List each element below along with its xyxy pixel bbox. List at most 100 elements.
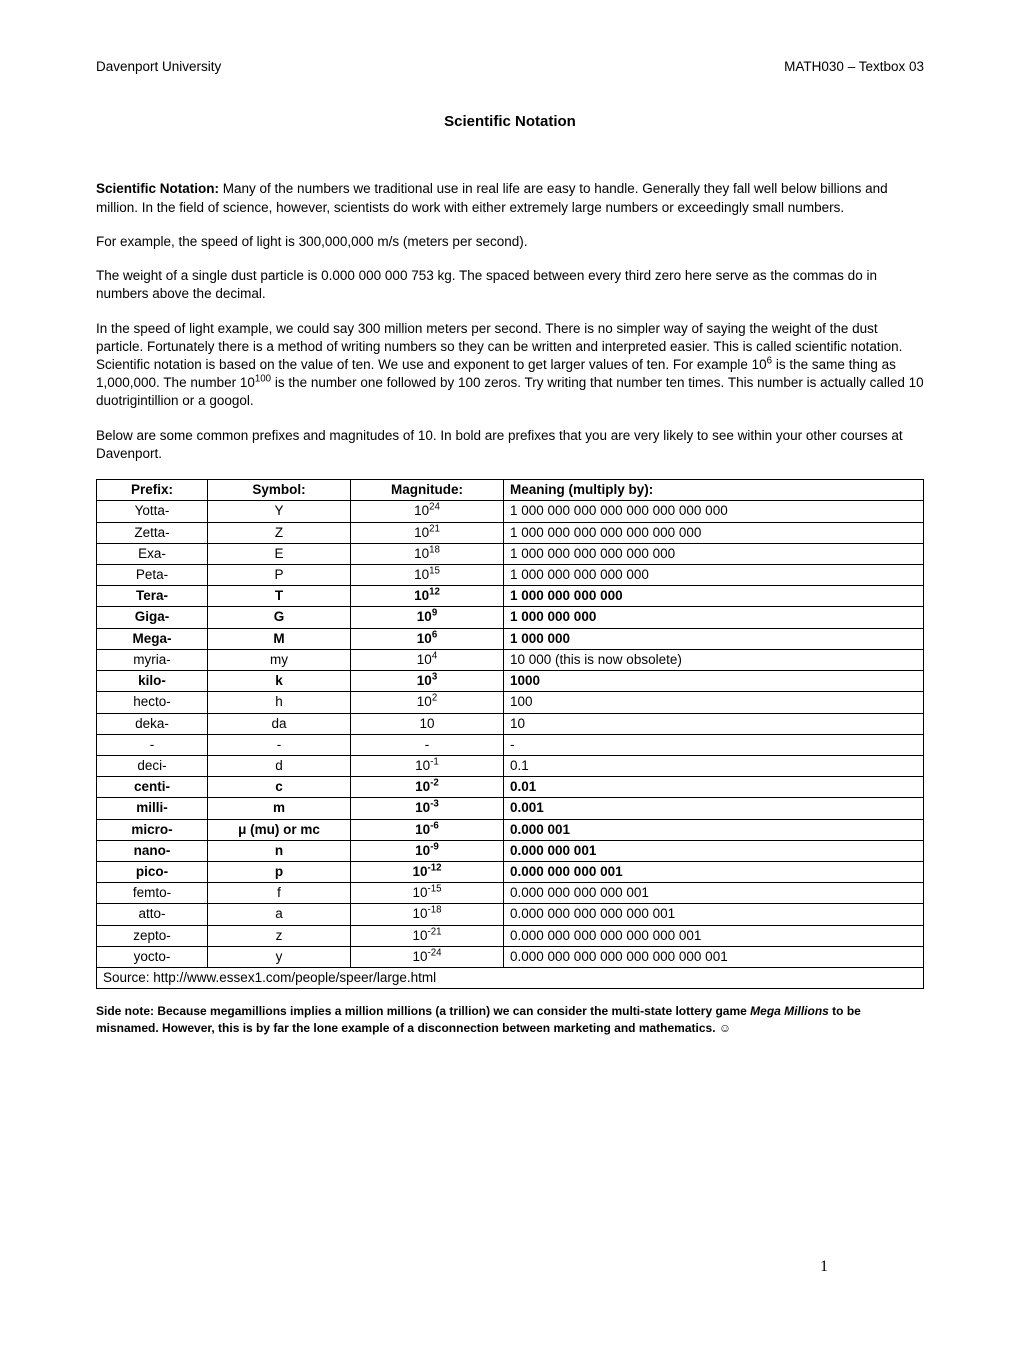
table-row: centi-c10-20.01	[97, 777, 924, 798]
page-number: 1	[820, 1256, 828, 1278]
cell-magnitude: 102	[351, 692, 504, 713]
cell-symbol: a	[208, 904, 351, 925]
table-row: milli-m10-30.001	[97, 798, 924, 819]
table-source: Source: http://www.essex1.com/people/spe…	[97, 968, 924, 989]
table-row: Zetta-Z10211 000 000 000 000 000 000 000	[97, 522, 924, 543]
cell-symbol: h	[208, 692, 351, 713]
cell-symbol: f	[208, 883, 351, 904]
cell-symbol: k	[208, 671, 351, 692]
cell-prefix: milli-	[97, 798, 208, 819]
table-row: femto-f10-150.000 000 000 000 001	[97, 883, 924, 904]
page-title: Scientific Notation	[96, 112, 924, 132]
cell-magnitude: 10-1	[351, 755, 504, 776]
cell-meaning: 0.001	[504, 798, 924, 819]
cell-meaning: 0.000 000 000 001	[504, 862, 924, 883]
exponent-100: 100	[255, 374, 271, 385]
header-meaning: Meaning (multiply by):	[504, 480, 924, 501]
cell-meaning: 0.1	[504, 755, 924, 776]
header-left: Davenport University	[96, 58, 221, 76]
table-row: Peta-P10151 000 000 000 000 000	[97, 564, 924, 585]
cell-symbol: d	[208, 755, 351, 776]
table-row: kilo-k1031000	[97, 671, 924, 692]
cell-magnitude: 10-12	[351, 862, 504, 883]
cell-prefix: Peta-	[97, 564, 208, 585]
header-symbol: Symbol:	[208, 480, 351, 501]
cell-prefix: Tera-	[97, 586, 208, 607]
cell-magnitude: 10-9	[351, 840, 504, 861]
paragraph-speed-of-light: For example, the speed of light is 300,0…	[96, 233, 924, 251]
header-prefix: Prefix:	[97, 480, 208, 501]
cell-magnitude: 104	[351, 649, 504, 670]
cell-prefix: atto-	[97, 904, 208, 925]
cell-meaning: 10	[504, 713, 924, 734]
cell-symbol: my	[208, 649, 351, 670]
cell-symbol: G	[208, 607, 351, 628]
cell-magnitude: 10	[351, 713, 504, 734]
cell-prefix: deka-	[97, 713, 208, 734]
cell-symbol: m	[208, 798, 351, 819]
table-row: myria-my10410 000 (this is now obsolete)	[97, 649, 924, 670]
cell-meaning: 0.000 000 000 000 000 000 001	[504, 925, 924, 946]
lottery-name: Mega Millions	[750, 1004, 829, 1018]
intro-label: Scientific Notation:	[96, 181, 219, 196]
cell-symbol: z	[208, 925, 351, 946]
cell-magnitude: 1021	[351, 522, 504, 543]
table-row: Mega-M1061 000 000	[97, 628, 924, 649]
cell-magnitude: 10-24	[351, 946, 504, 967]
cell-magnitude: 1012	[351, 586, 504, 607]
cell-prefix: kilo-	[97, 671, 208, 692]
cell-prefix: Exa-	[97, 543, 208, 564]
cell-magnitude: 1015	[351, 564, 504, 585]
paragraph-table-intro: Below are some common prefixes and magni…	[96, 427, 924, 463]
cell-prefix: zepto-	[97, 925, 208, 946]
table-row: nano-n10-90.000 000 001	[97, 840, 924, 861]
cell-symbol: -	[208, 734, 351, 755]
paragraph-explanation: In the speed of light example, we could …	[96, 320, 924, 411]
cell-magnitude: 10-3	[351, 798, 504, 819]
cell-meaning: 0.000 000 000 000 000 000 000 001	[504, 946, 924, 967]
cell-magnitude: 1018	[351, 543, 504, 564]
cell-prefix: centi-	[97, 777, 208, 798]
table-row: ----	[97, 734, 924, 755]
cell-magnitude: 103	[351, 671, 504, 692]
paragraph-dust-particle: The weight of a single dust particle is …	[96, 267, 924, 303]
cell-symbol: n	[208, 840, 351, 861]
table-row: micro-μ (mu) or mc10-60.000 001	[97, 819, 924, 840]
cell-prefix: pico-	[97, 862, 208, 883]
table-row: pico-p10-120.000 000 000 001	[97, 862, 924, 883]
cell-meaning: 1 000 000	[504, 628, 924, 649]
header-magnitude: Magnitude:	[351, 480, 504, 501]
cell-symbol: Z	[208, 522, 351, 543]
table-row: deci-d10-10.1	[97, 755, 924, 776]
cell-magnitude: 10-2	[351, 777, 504, 798]
table-row: Exa-E10181 000 000 000 000 000 000	[97, 543, 924, 564]
page-header: Davenport University MATH030 – Textbox 0…	[96, 58, 924, 76]
cell-symbol: da	[208, 713, 351, 734]
cell-meaning: 1 000 000 000 000 000	[504, 564, 924, 585]
cell-magnitude: 10-6	[351, 819, 504, 840]
cell-symbol: E	[208, 543, 351, 564]
cell-magnitude: 10-15	[351, 883, 504, 904]
cell-prefix: femto-	[97, 883, 208, 904]
side-note: Side note: Because megamillions implies …	[96, 1003, 924, 1035]
cell-meaning: 1 000 000 000	[504, 607, 924, 628]
table-row: zepto-z10-210.000 000 000 000 000 000 00…	[97, 925, 924, 946]
cell-prefix: -	[97, 734, 208, 755]
cell-meaning: 1000	[504, 671, 924, 692]
prefix-table: Prefix: Symbol: Magnitude: Meaning (mult…	[96, 479, 924, 989]
cell-magnitude: 109	[351, 607, 504, 628]
cell-prefix: hecto-	[97, 692, 208, 713]
cell-prefix: deci-	[97, 755, 208, 776]
cell-meaning: 10 000 (this is now obsolete)	[504, 649, 924, 670]
cell-symbol: P	[208, 564, 351, 585]
cell-magnitude: 1024	[351, 501, 504, 522]
cell-magnitude: 10-21	[351, 925, 504, 946]
cell-meaning: 0.01	[504, 777, 924, 798]
cell-symbol: p	[208, 862, 351, 883]
cell-prefix: micro-	[97, 819, 208, 840]
cell-symbol: T	[208, 586, 351, 607]
table-row: Yotta-Y10241 000 000 000 000 000 000 000…	[97, 501, 924, 522]
cell-meaning: 0.000 000 000 000 000 001	[504, 904, 924, 925]
cell-prefix: Zetta-	[97, 522, 208, 543]
cell-meaning: 0.000 001	[504, 819, 924, 840]
